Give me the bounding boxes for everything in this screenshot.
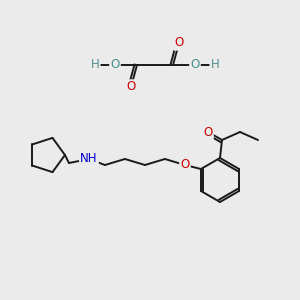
Text: H: H <box>91 58 99 71</box>
Text: H: H <box>211 58 219 71</box>
Text: NH: NH <box>80 152 98 166</box>
Text: O: O <box>110 58 120 71</box>
Text: O: O <box>190 58 200 71</box>
Text: O: O <box>174 37 184 50</box>
Text: O: O <box>180 158 190 172</box>
Text: O: O <box>203 125 213 139</box>
Text: O: O <box>126 80 136 94</box>
